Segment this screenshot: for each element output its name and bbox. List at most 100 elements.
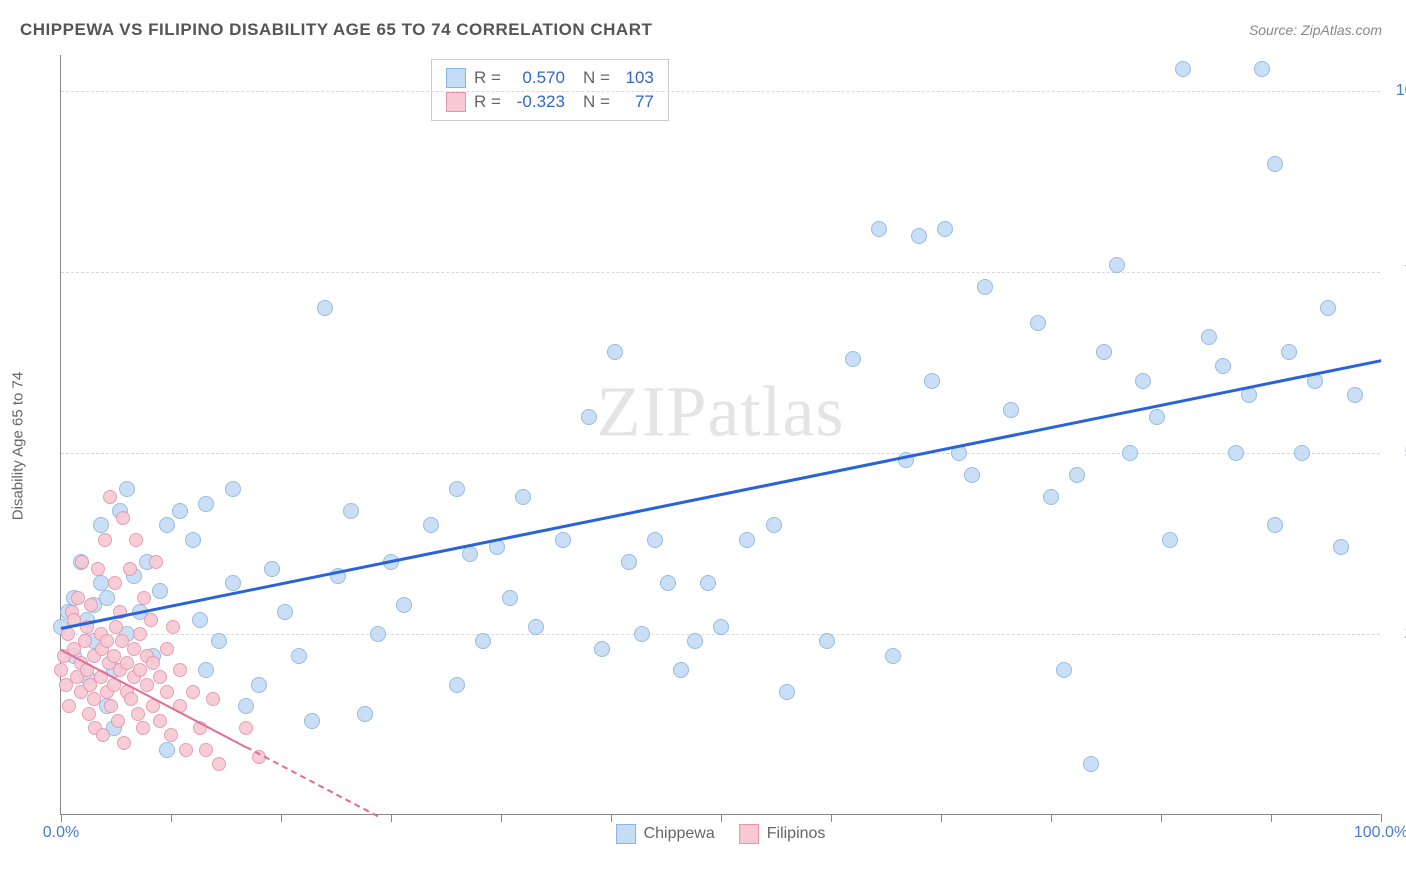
data-point [343,503,359,519]
data-point [449,481,465,497]
data-point [123,562,137,576]
data-point [75,555,89,569]
data-point [977,279,993,295]
data-point [127,642,141,656]
data-point [1083,756,1099,772]
data-point [225,481,241,497]
x-tick [831,814,832,822]
y-axis-label: Disability Age 65 to 74 [10,372,27,520]
source-attribution: Source: ZipAtlas.com [1249,22,1382,38]
data-point [1069,467,1085,483]
data-point [93,517,109,533]
data-point [396,597,412,613]
data-point [964,467,980,483]
data-point [1003,402,1019,418]
data-point [1267,156,1283,172]
data-point [185,532,201,548]
data-point [251,677,267,693]
x-tick [1271,814,1272,822]
data-point [528,619,544,635]
data-point [911,228,927,244]
data-point [133,627,147,641]
data-point [206,692,220,706]
data-point [1228,445,1244,461]
y-tick-label: 100.0% [1390,82,1406,100]
data-point [160,685,174,699]
legend-swatch [446,68,466,88]
plot-area: ZIPatlas R =0.570N =103R =-0.323N =77 Ch… [60,55,1380,815]
data-point [766,517,782,533]
data-point [140,678,154,692]
legend-r-value: 0.570 [509,68,565,88]
data-point [357,706,373,722]
data-point [54,663,68,677]
legend-n-label: N = [583,92,610,112]
data-point [119,481,135,497]
gridline [61,91,1380,92]
data-point [885,648,901,664]
x-tick [281,814,282,822]
data-point [166,620,180,634]
chart-container: CHIPPEWA VS FILIPINO DISABILITY AGE 65 T… [0,0,1406,892]
data-point [1149,409,1165,425]
data-point [71,591,85,605]
y-tick-label: 50.0% [1390,444,1406,462]
legend-item: Filipinos [739,824,826,844]
data-point [317,300,333,316]
data-point [607,344,623,360]
data-point [198,496,214,512]
data-point [199,743,213,757]
data-point [264,561,280,577]
data-point [179,743,193,757]
legend-r-label: R = [474,92,501,112]
data-point [186,685,200,699]
data-point [211,633,227,649]
data-point [1162,532,1178,548]
data-point [700,575,716,591]
data-point [87,692,101,706]
data-point [124,692,138,706]
data-point [98,533,112,547]
data-point [153,670,167,684]
legend-r-value: -0.323 [509,92,565,112]
data-point [819,633,835,649]
data-point [634,626,650,642]
data-point [1294,445,1310,461]
data-point [1175,61,1191,77]
data-point [225,575,241,591]
legend-label: Filipinos [767,825,826,843]
data-point [291,648,307,664]
data-point [192,612,208,628]
data-point [687,633,703,649]
data-point [1215,358,1231,374]
data-point [502,590,518,606]
data-point [739,532,755,548]
data-point [160,642,174,656]
data-point [129,533,143,547]
data-point [845,351,861,367]
data-point [937,221,953,237]
data-point [239,721,253,735]
legend-n-value: 77 [618,92,654,112]
watermark: ZIPatlas [597,370,845,453]
data-point [423,517,439,533]
data-point [1030,315,1046,331]
data-point [238,698,254,714]
legend-swatch [739,824,759,844]
data-point [120,656,134,670]
legend-n-value: 103 [618,68,654,88]
data-point [621,554,637,570]
data-point [137,591,151,605]
data-point [107,649,121,663]
data-point [100,634,114,648]
data-point [111,714,125,728]
data-point [173,663,187,677]
data-point [1254,61,1270,77]
data-point [1135,373,1151,389]
data-point [172,503,188,519]
data-point [277,604,293,620]
legend-swatch [616,824,636,844]
legend-row: R = -0.323 N = 77 [446,90,654,114]
gridline [61,453,1380,454]
data-point [871,221,887,237]
